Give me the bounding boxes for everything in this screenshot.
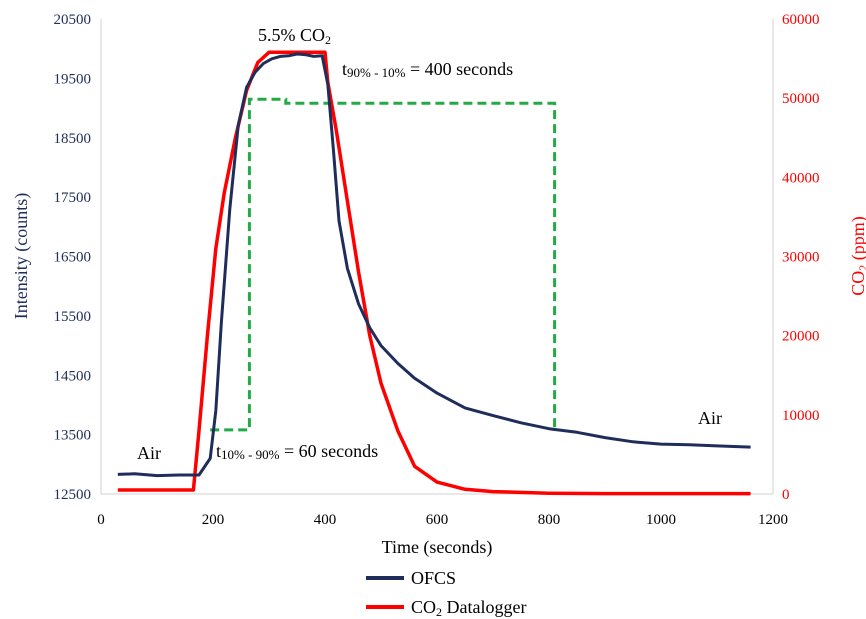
- right-tick-label: 30000: [782, 250, 820, 266]
- x-axis-title: Time (seconds): [382, 537, 493, 558]
- left-tick-label: 15500: [54, 309, 92, 325]
- right-tick-label: 10000: [782, 408, 820, 424]
- x-tick-label: 200: [202, 512, 225, 528]
- right-tick-label: 60000: [782, 12, 820, 28]
- annotation-fall-time: t90% - 10% = 400 seconds: [342, 59, 513, 80]
- x-tick-label: 800: [538, 512, 561, 528]
- left-tick-labels: 12500 13500 14500 15500 16500 17500 18500 19500…: [54, 12, 92, 503]
- left-tick-label: 18500: [54, 131, 92, 147]
- annotation-co2-level: 5.5% CO2: [258, 25, 331, 47]
- right-tick-label: 40000: [782, 170, 820, 186]
- left-tick-label: 16500: [54, 250, 92, 266]
- annotation-air-right: Air: [698, 408, 722, 428]
- left-tick-label: 17500: [54, 190, 92, 206]
- x-tick-label: 600: [426, 512, 449, 528]
- annotation-air-left: Air: [137, 443, 161, 463]
- series-co2-datalogger-line: [117, 50, 751, 496]
- left-axis-title: Intensity (counts): [11, 193, 32, 319]
- x-tick-label: 1000: [646, 512, 676, 528]
- left-tick-label: 14500: [54, 368, 92, 384]
- legend-label-ofcs: OFCS: [411, 568, 456, 588]
- left-tick-label: 19500: [54, 71, 92, 87]
- x-tick-label: 0: [97, 512, 105, 528]
- x-tick-label: 1200: [758, 512, 788, 528]
- x-tick-labels: 0 200 400 600 800 1000 1200: [97, 512, 788, 528]
- annotation-rise-time: t10% - 90% = 60 seconds: [216, 441, 378, 462]
- legend: OFCS CO2 Datalogger: [366, 568, 526, 619]
- right-axis-title: CO2 (ppm): [848, 216, 866, 296]
- legend-label-co2-datalogger: CO2 Datalogger: [411, 597, 526, 619]
- right-tick-label: 50000: [782, 91, 820, 107]
- right-tick-labels: 0 10000 20000 30000 40000 50000 60000: [782, 12, 820, 503]
- x-tick-label: 400: [314, 512, 337, 528]
- right-tick-label: 0: [782, 487, 790, 503]
- series-ofcs-line: [117, 52, 751, 478]
- left-tick-label: 13500: [54, 428, 92, 444]
- guide-dashed-line: [210, 97, 557, 432]
- left-tick-label: 20500: [54, 12, 92, 28]
- right-tick-label: 20000: [782, 329, 820, 345]
- left-tick-label: 12500: [54, 487, 92, 503]
